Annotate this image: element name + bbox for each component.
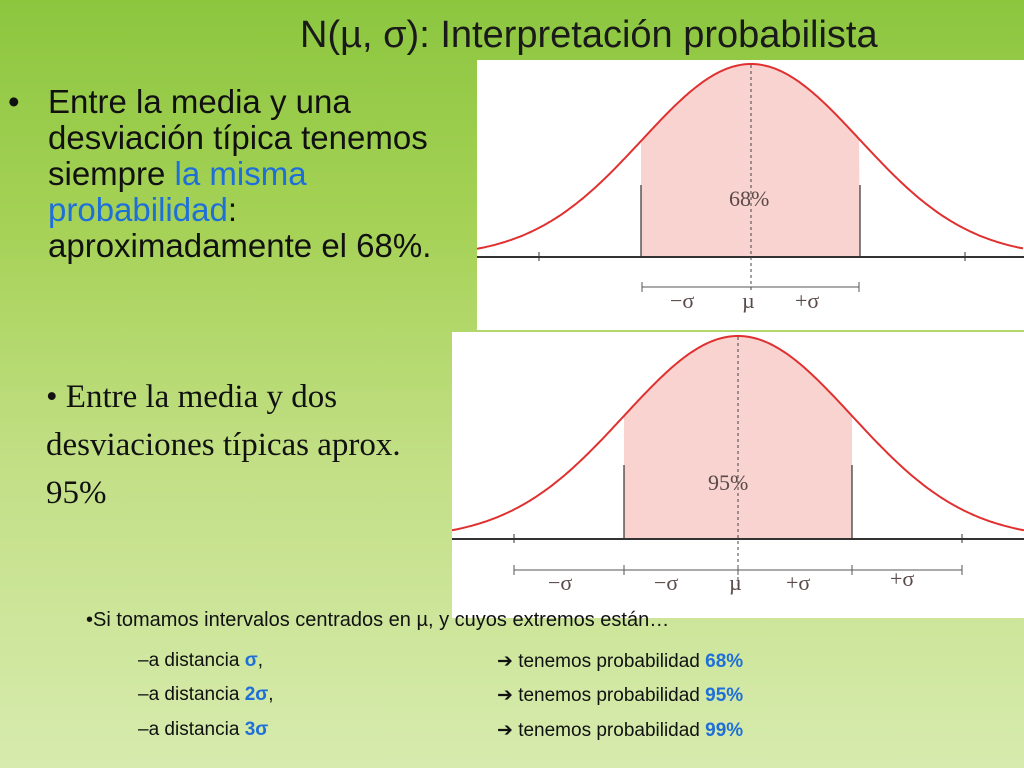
interval-row-right: ➔ tenemos probabilidad 68% <box>497 650 743 673</box>
interval-prob-value: 99% <box>705 720 744 741</box>
axis-label-minus-sigma: −σ <box>654 570 678 595</box>
arrow-icon: ➔ <box>497 651 513 672</box>
normal-curve-one-sigma-svg: 68% −σ µ +σ <box>477 63 1024 313</box>
area-label: 68% <box>729 186 769 211</box>
axis-label-plus-sigma: +σ <box>786 570 810 595</box>
interval-prob-value: 68% <box>705 651 744 672</box>
normal-curve-one-sigma: 68% −σ µ +σ <box>477 60 1024 330</box>
bell-curve <box>477 63 1024 250</box>
interval-prob-text: tenemos probabilidad <box>512 685 706 706</box>
axis-label-minus-2sigma: −σ <box>548 570 572 595</box>
page-title: N(µ, σ): Interpretación probabilista <box>300 14 878 56</box>
bullet-highlight: la misma probabilidad <box>48 155 307 228</box>
axis-label-mu: µ <box>729 570 742 595</box>
interval-row-left: –a distancia 3σ <box>138 719 268 741</box>
interval-prob-value: 95% <box>705 685 744 706</box>
interval-distance-text: –a distancia <box>138 684 245 705</box>
interval-row-left: –a distancia σ, <box>138 650 263 672</box>
intervals-intro: •Si tomamos intervalos centrados en µ, y… <box>86 609 670 631</box>
shaded-area-one-sigma <box>641 64 860 257</box>
bullet-two-sigma: • Entre la media y dos desviaciones típi… <box>46 379 401 511</box>
axis-label-minus-sigma: −σ <box>670 288 694 313</box>
axis-label-plus-2sigma: +σ <box>890 566 914 591</box>
arrow-icon: ➔ <box>497 685 513 706</box>
normal-curve-two-sigma-svg: 95% −σ −σ µ +σ +σ <box>452 335 1024 595</box>
bullet-one-sigma: • Entre la media y una desviación típica… <box>8 84 478 264</box>
normal-curve-two-sigma: 95% −σ −σ µ +σ +σ <box>452 332 1024 618</box>
bullet-marker: • <box>8 83 20 120</box>
bullet-one-sigma-text: Entre la media y una desviación típica t… <box>48 84 478 264</box>
interval-distance-text: –a distancia <box>138 719 245 740</box>
interval-distance-suffix: , <box>257 650 263 671</box>
interval-row-right: ➔ tenemos probabilidad 99% <box>497 719 743 742</box>
interval-prob-text: tenemos probabilidad <box>512 651 706 672</box>
interval-distance-suffix: , <box>268 684 274 705</box>
interval-distance-value: σ <box>244 650 258 671</box>
bullet-text-after: : aproximadamente el 68%. <box>48 191 432 264</box>
interval-distance-value: 2σ <box>244 684 269 705</box>
interval-row-right: ➔ tenemos probabilidad 95% <box>497 684 743 707</box>
shaded-area-two-sigma <box>624 336 852 539</box>
interval-distance-text: –a distancia <box>138 650 245 671</box>
axis-label-plus-sigma: +σ <box>795 288 819 313</box>
bell-curve <box>452 335 1024 532</box>
interval-row-left: –a distancia 2σ, <box>138 684 274 706</box>
interval-prob-text: tenemos probabilidad <box>512 720 706 741</box>
arrow-icon: ➔ <box>497 720 513 741</box>
area-label: 95% <box>708 470 748 495</box>
axis-label-mu: µ <box>742 288 755 313</box>
bullet-text-before: Entre la media y una desviación típica t… <box>48 83 428 192</box>
interval-distance-value: 3σ <box>244 719 269 740</box>
